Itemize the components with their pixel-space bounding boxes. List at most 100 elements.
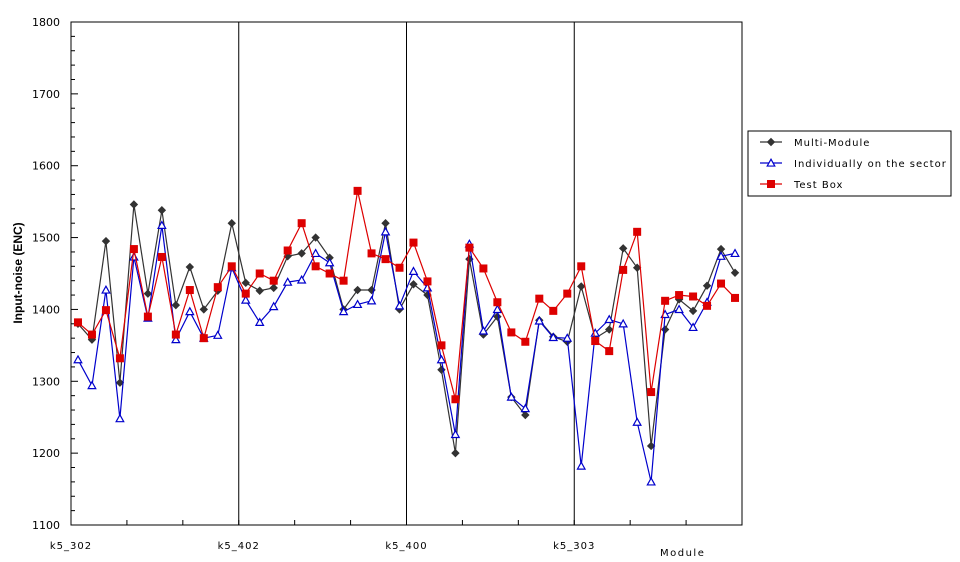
data-point-test-box [325, 269, 334, 278]
data-point-test-box [101, 306, 110, 315]
data-point-multi-module [227, 218, 236, 228]
data-point-test-box [269, 276, 278, 285]
series-layer [73, 186, 740, 486]
y-tick-label: 1600 [32, 160, 60, 173]
data-point-test-box [367, 249, 376, 258]
data-point-individually-on-the-sector [618, 318, 628, 328]
data-point-test-box [311, 262, 320, 271]
data-point-individually-on-the-sector [101, 284, 111, 294]
y-tick-label: 1300 [32, 375, 60, 388]
series-line-test-box [77, 190, 736, 400]
data-point-test-box [521, 337, 530, 346]
data-point-individually-on-the-sector [87, 380, 97, 390]
data-point-test-box [227, 262, 236, 271]
data-point-test-box [185, 286, 194, 295]
y-tick-label: 1100 [32, 519, 60, 532]
data-point-individually-on-the-sector [171, 334, 181, 344]
data-point-individually-on-the-sector [562, 333, 573, 342]
data-point-individually-on-the-sector [366, 295, 377, 305]
data-point-test-box [535, 294, 544, 303]
data-point-multi-module [129, 200, 139, 209]
data-point-multi-module [297, 249, 306, 258]
data-point-test-box [241, 289, 250, 298]
data-point-individually-on-the-sector [212, 330, 223, 339]
data-point-individually-on-the-sector [730, 248, 740, 258]
data-point-multi-module [157, 206, 167, 215]
data-point-multi-module [451, 448, 460, 458]
data-point-multi-module [185, 262, 195, 272]
data-point-individually-on-the-sector [632, 417, 642, 426]
data-point-multi-module [618, 244, 628, 253]
data-point-test-box [423, 277, 432, 286]
data-point-individually-on-the-sector [268, 301, 279, 311]
y-tick-label: 1200 [32, 447, 60, 460]
data-point-individually-on-the-sector [478, 325, 489, 335]
data-point-test-box [395, 263, 404, 272]
y-axis: 1100 1200 1300 1400 1500 1600 1700 1800 [32, 16, 78, 532]
data-point-individually-on-the-sector [520, 403, 531, 413]
data-point-test-box [129, 245, 138, 254]
data-point-test-box [115, 354, 124, 363]
data-point-multi-module [199, 305, 209, 314]
legend-label: Individually on the sector [794, 159, 947, 170]
x-category-label: k5_400 [385, 541, 427, 552]
data-point-test-box [437, 341, 446, 350]
data-point-multi-module [730, 268, 740, 277]
data-point-multi-module [381, 218, 390, 228]
data-point-individually-on-the-sector [310, 248, 321, 258]
data-point-test-box [409, 238, 418, 247]
legend-item-multi-module: Multi-Module [760, 137, 870, 149]
data-point-individually-on-the-sector [576, 461, 587, 470]
data-point-multi-module [353, 285, 362, 295]
data-point-test-box [283, 246, 292, 255]
data-point-individually-on-the-sector [716, 251, 726, 260]
data-point-individually-on-the-sector [338, 306, 349, 316]
data-point-individually-on-the-sector [408, 266, 419, 275]
data-point-multi-module [171, 300, 181, 310]
data-point-test-box [563, 289, 572, 298]
data-point-individually-on-the-sector [157, 220, 167, 229]
data-point-test-box [675, 291, 684, 300]
data-point-multi-module [604, 325, 614, 334]
legend-label: Multi-Module [794, 138, 870, 149]
data-point-individually-on-the-sector [254, 317, 265, 327]
data-point-test-box [493, 298, 502, 307]
series-test-box [73, 186, 740, 404]
data-point-multi-module [646, 441, 656, 451]
data-point-multi-module [632, 263, 642, 272]
x-category-label: k5_303 [553, 541, 595, 552]
data-point-test-box [577, 262, 586, 271]
group-divider-lines [238, 22, 575, 525]
data-point-test-box [255, 269, 264, 278]
data-point-multi-module [702, 281, 712, 290]
data-point-individually-on-the-sector [534, 315, 545, 325]
data-point-test-box [73, 318, 82, 327]
data-point-test-box [171, 330, 180, 339]
data-point-individually-on-the-sector [240, 295, 251, 304]
data-point-individually-on-the-sector [324, 257, 335, 267]
data-point-individually-on-the-sector [352, 299, 363, 309]
data-point-test-box [479, 264, 488, 273]
y-axis-title: Input-noise (ENC) [11, 222, 25, 323]
data-point-multi-module [311, 233, 320, 242]
data-point-test-box [689, 292, 698, 301]
x-axis: k5_302 k5_402 k5_400 k5_303 [50, 520, 687, 552]
data-point-individually-on-the-sector [185, 306, 195, 316]
data-point-multi-module [660, 325, 670, 334]
data-point-individually-on-the-sector [394, 300, 405, 310]
data-point-test-box [465, 243, 474, 252]
data-point-multi-module [143, 289, 153, 298]
data-point-test-box [647, 388, 656, 397]
data-point-test-box [381, 255, 390, 264]
legend-label: Test Box [793, 180, 843, 191]
legend-item-individually-on-the-sector: Individually on the sector [760, 157, 947, 170]
data-point-test-box [619, 265, 628, 274]
data-point-multi-module [255, 286, 264, 295]
data-point-test-box [339, 276, 348, 285]
data-point-test-box [549, 306, 558, 315]
data-point-test-box [717, 279, 726, 288]
y-tick-label: 1400 [32, 303, 60, 316]
data-point-test-box [633, 227, 642, 236]
data-point-test-box [199, 334, 208, 343]
